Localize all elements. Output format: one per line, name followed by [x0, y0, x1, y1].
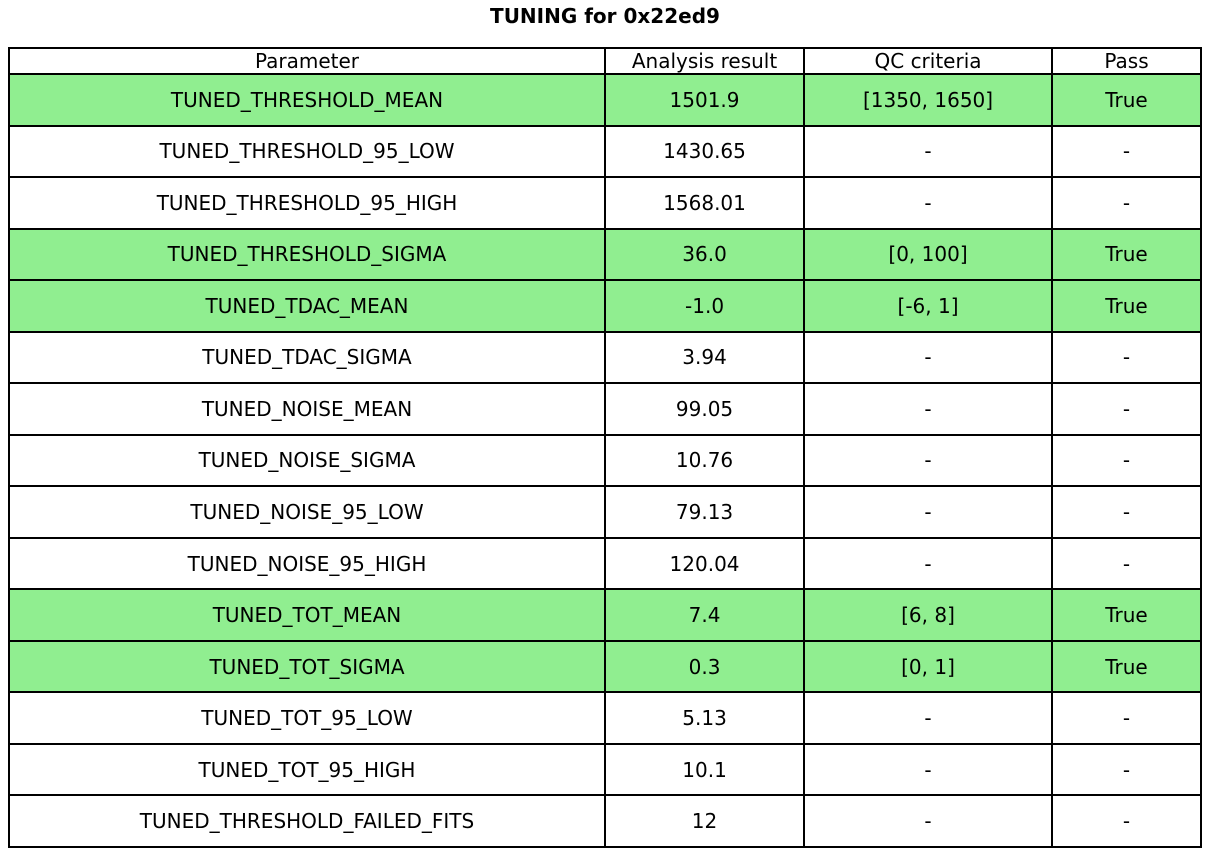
cell-pass: - — [1050, 536, 1203, 591]
table-row: TUNED_NOISE_95_LOW 79.13- - — [8, 485, 1203, 539]
page-title: TUNING for 0x22ed9 — [490, 4, 720, 28]
table-row: TUNED_TOT_95_HIGH 10.1- - — [8, 742, 1203, 797]
cell-qc_criteria: - — [803, 433, 1053, 488]
cell-qc_criteria: - — [803, 691, 1053, 745]
cell-pass: True — [1050, 227, 1203, 282]
cell-analysis_result: 99.05 — [603, 382, 806, 436]
cell-pass: - — [1050, 330, 1203, 385]
cell-qc_criteria: - — [803, 794, 1053, 848]
cell-analysis_result: 1430.65 — [603, 124, 806, 179]
cell-pass: - — [1050, 176, 1203, 230]
column-header-pass: Pass — [1050, 47, 1203, 75]
table-row: TUNED_NOISE_SIGMA 10.76- - — [8, 433, 1203, 488]
cell-parameter: TUNED_TDAC_SIGMA — [8, 330, 606, 385]
cell-pass: - — [1050, 382, 1203, 436]
column-header-analysis_result: Analysis result — [603, 47, 806, 75]
cell-qc_criteria: [-6, 1] — [803, 279, 1053, 333]
cell-pass: - — [1050, 124, 1203, 179]
cell-parameter: TUNED_THRESHOLD_95_HIGH — [8, 176, 606, 230]
cell-qc_criteria: - — [803, 124, 1053, 179]
cell-analysis_result: 120.04 — [603, 536, 806, 591]
cell-qc_criteria: [6, 8] — [803, 588, 1053, 642]
cell-pass: True — [1050, 588, 1203, 642]
cell-parameter: TUNED_TOT_MEAN — [8, 588, 606, 642]
table-header-row: Parameter Analysis result QC criteria Pass — [8, 47, 1203, 75]
table-row: TUNED_TOT_SIGMA 0.3 [0, 1] True — [8, 639, 1203, 694]
cell-analysis_result: 0.3 — [603, 639, 806, 694]
column-header-qc_criteria: QC criteria — [803, 47, 1053, 75]
cell-analysis_result: 10.76 — [603, 433, 806, 488]
cell-analysis_result: 36.0 — [603, 227, 806, 282]
table-row: TUNED_NOISE_MEAN 99.05- - — [8, 382, 1203, 436]
cell-qc_criteria: - — [803, 176, 1053, 230]
tuning-qc-table: Parameter Analysis result QC criteria Pass … — [8, 47, 1203, 848]
table-row: TUNED_THRESHOLD_95_LOW 1430.65- - — [8, 124, 1203, 179]
cell-parameter: TUNED_THRESHOLD_95_LOW — [8, 124, 606, 179]
table-row: TUNED_TOT_95_LOW 5.13- - — [8, 691, 1203, 745]
cell-analysis_result: 1568.01 — [603, 176, 806, 230]
cell-pass: - — [1050, 742, 1203, 797]
table-body: TUNED_THRESHOLD_MEAN 1501.9 [1350, 1650] Tr… — [8, 73, 1203, 848]
table-row: TUNED_TOT_MEAN 7.4 [6, 8] True — [8, 588, 1203, 642]
cell-parameter: TUNED_TOT_95_HIGH — [8, 742, 606, 797]
cell-analysis_result: 10.1 — [603, 742, 806, 797]
cell-pass: - — [1050, 433, 1203, 488]
table-row: TUNED_THRESHOLD_MEAN 1501.9 [1350, 1650] Tr… — [8, 73, 1203, 127]
cell-pass: True — [1050, 639, 1203, 694]
cell-pass: - — [1050, 691, 1203, 745]
cell-qc_criteria: - — [803, 382, 1053, 436]
cell-parameter: TUNED_NOISE_95_LOW — [8, 485, 606, 539]
cell-qc_criteria: - — [803, 485, 1053, 539]
table-row: TUNED_THRESHOLD_FAILED_FITS 12- - — [8, 794, 1203, 848]
cell-parameter: TUNED_TOT_95_LOW — [8, 691, 606, 745]
cell-pass: - — [1050, 794, 1203, 848]
cell-qc_criteria: - — [803, 330, 1053, 385]
table-row: TUNED_TDAC_SIGMA 3.94- - — [8, 330, 1203, 385]
cell-qc_criteria: [0, 1] — [803, 639, 1053, 694]
cell-parameter: TUNED_THRESHOLD_MEAN — [8, 73, 606, 127]
cell-qc_criteria: - — [803, 742, 1053, 797]
cell-qc_criteria: [0, 100] — [803, 227, 1053, 282]
cell-pass: - — [1050, 485, 1203, 539]
cell-analysis_result: 12 — [603, 794, 806, 848]
cell-qc_criteria: [1350, 1650] — [803, 73, 1053, 127]
table-row: TUNED_THRESHOLD_SIGMA 36.0 [0, 100] True — [8, 227, 1203, 282]
column-header-parameter: Parameter — [8, 47, 606, 75]
cell-parameter: TUNED_THRESHOLD_SIGMA — [8, 227, 606, 282]
cell-analysis_result: 7.4 — [603, 588, 806, 642]
cell-analysis_result: 79.13 — [603, 485, 806, 539]
table-row: TUNED_NOISE_95_HIGH 120.04- - — [8, 536, 1203, 591]
cell-parameter: TUNED_NOISE_MEAN — [8, 382, 606, 436]
cell-qc_criteria: - — [803, 536, 1053, 591]
cell-pass: True — [1050, 279, 1203, 333]
cell-pass: True — [1050, 73, 1203, 127]
cell-parameter: TUNED_TOT_SIGMA — [8, 639, 606, 694]
cell-parameter: TUNED_NOISE_SIGMA — [8, 433, 606, 488]
cell-parameter: TUNED_THRESHOLD_FAILED_FITS — [8, 794, 606, 848]
cell-analysis_result: 5.13 — [603, 691, 806, 745]
cell-parameter: TUNED_TDAC_MEAN — [8, 279, 606, 333]
table-row: TUNED_THRESHOLD_95_HIGH 1568.01- - — [8, 176, 1203, 230]
cell-analysis_result: 3.94 — [603, 330, 806, 385]
cell-parameter: TUNED_NOISE_95_HIGH — [8, 536, 606, 591]
table-row: TUNED_TDAC_MEAN -1.0 [-6, 1] True — [8, 279, 1203, 333]
cell-analysis_result: 1501.9 — [603, 73, 806, 127]
cell-analysis_result: -1.0 — [603, 279, 806, 333]
